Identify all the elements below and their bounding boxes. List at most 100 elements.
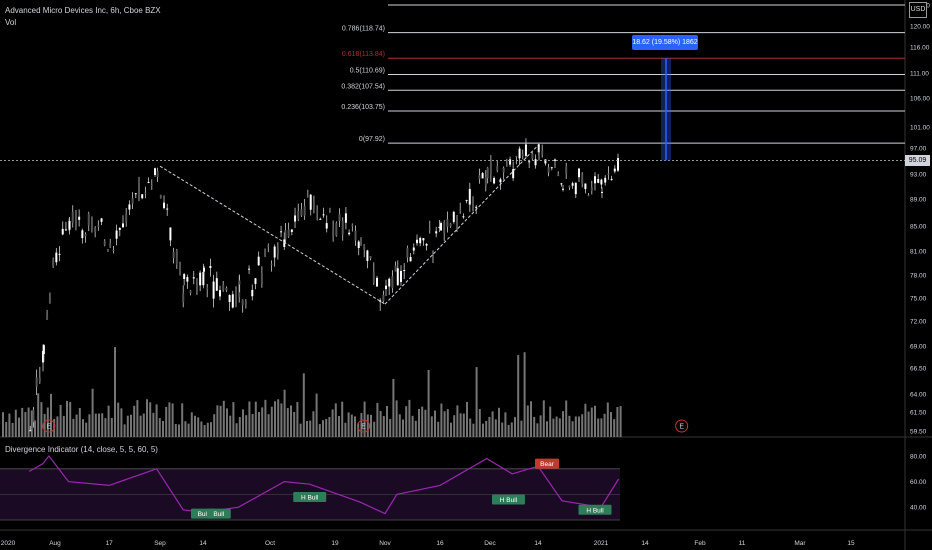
volume-bar: [171, 403, 174, 437]
volume-bar: [498, 407, 500, 437]
candle-body: [328, 207, 331, 210]
volume-bar: [203, 424, 206, 437]
earnings-marker: [675, 419, 689, 433]
volume-bar: [261, 407, 264, 437]
candle-body: [68, 221, 71, 230]
volume-bar: [184, 421, 187, 437]
volume-bar: [229, 415, 232, 437]
volume-bar: [142, 413, 145, 437]
candle-body: [607, 173, 610, 175]
volume-bar: [558, 418, 561, 437]
x-tick-label: 16: [436, 540, 444, 547]
y-tick-label: 93.00: [910, 172, 927, 179]
candle-body: [496, 166, 499, 171]
candle-body: [319, 218, 322, 220]
volume-bar: [430, 416, 433, 437]
volume-bar: [549, 406, 552, 437]
volume-bar: [578, 416, 580, 437]
volume-bar: [190, 412, 193, 437]
candle-body: [538, 152, 540, 154]
volume-bar: [469, 418, 472, 437]
volume-bar: [382, 416, 385, 437]
signal-label-bg: [491, 494, 525, 505]
candle-body: [169, 227, 172, 241]
volume-bar: [101, 413, 104, 437]
x-tick-label: 19: [331, 540, 339, 547]
volume-bar: [21, 407, 24, 437]
volume-bar: [514, 417, 516, 437]
candle-body: [309, 194, 312, 210]
candle-body: [388, 278, 391, 287]
volume-bar: [50, 393, 52, 437]
volume-bar: [69, 402, 72, 437]
volume-bar: [354, 416, 356, 437]
candle-body: [131, 198, 134, 204]
candle-body: [58, 253, 61, 255]
candle-body: [428, 228, 431, 230]
volume-bar: [85, 422, 88, 437]
earnings-marker-label: E: [47, 424, 52, 431]
candle-body: [294, 215, 297, 222]
y-tick-label: 106.00: [910, 96, 930, 103]
candle-body: [290, 229, 293, 232]
candle-body: [297, 210, 300, 219]
candle-body: [562, 188, 564, 190]
candle-body: [74, 212, 77, 227]
candle-body: [456, 217, 458, 225]
candle-body: [141, 194, 144, 199]
volume-bar: [440, 403, 443, 437]
candle-body: [163, 202, 166, 209]
x-tick-label: Aug: [49, 540, 61, 547]
candle-body: [215, 278, 218, 291]
volume-bar: [389, 419, 392, 437]
x-tick-label: 17: [106, 540, 114, 547]
volume-bar: [568, 415, 571, 437]
y-tick-label: 75.00: [910, 296, 927, 303]
signal-label-bg: [578, 504, 612, 515]
candle-body: [38, 377, 41, 382]
candle-body: [502, 167, 505, 173]
candle-body: [42, 345, 45, 355]
candle-body: [150, 184, 153, 186]
volume-bar: [104, 418, 107, 437]
volume-bar: [360, 413, 363, 437]
candle-body: [600, 179, 603, 185]
volume-bar: [94, 413, 97, 437]
volume-bar: [248, 401, 251, 437]
volume-bar: [78, 408, 81, 437]
candle-body: [443, 222, 446, 234]
candle-body: [363, 244, 366, 250]
symbol-legend: Advanced Micro Devices Inc, 6h, Cboe BZX: [5, 6, 161, 15]
candle-body: [257, 256, 260, 266]
volume-bar: [408, 399, 411, 437]
x-tick-label: Dec: [484, 540, 496, 547]
volume-bar: [283, 389, 286, 437]
volume-bar: [392, 379, 395, 437]
volume-bar: [37, 393, 40, 437]
candle-body: [571, 183, 574, 186]
candle-body: [557, 174, 560, 176]
candle-body: [284, 230, 287, 240]
currency-button[interactable]: USD: [909, 2, 927, 18]
volume-bar: [62, 415, 65, 437]
volume-bar: [402, 419, 404, 437]
volume-bar: [603, 413, 606, 437]
volume-bar: [8, 413, 11, 437]
volume-bar: [110, 417, 113, 437]
candle-body: [341, 220, 344, 235]
candle-body: [251, 289, 254, 297]
volume-bar: [555, 416, 558, 437]
volume-bar: [446, 409, 449, 437]
signal-label: Bull: [198, 511, 209, 518]
candle-body: [118, 227, 121, 230]
volume-bar: [82, 419, 84, 437]
volume-bar: [434, 410, 436, 437]
volume-bar: [565, 400, 568, 437]
volume-bar: [405, 406, 408, 437]
candle-body: [541, 150, 544, 155]
volume-bar: [504, 412, 507, 437]
candle-body: [29, 430, 32, 432]
volume-bar: [66, 400, 68, 437]
volume-bar: [181, 403, 184, 437]
